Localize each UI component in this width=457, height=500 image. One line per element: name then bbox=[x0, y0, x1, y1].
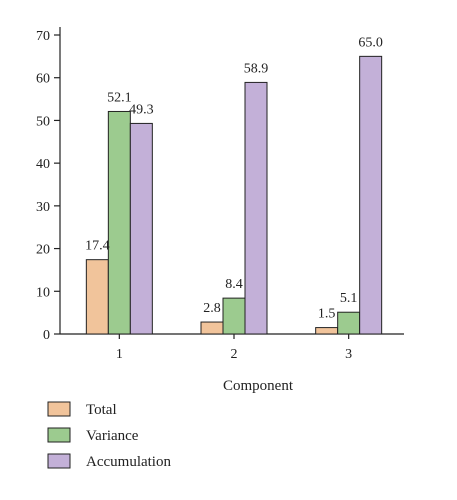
bar-total-2 bbox=[200, 321, 224, 335]
y-axis: 0 10 20 30 40 50 60 70 bbox=[36, 27, 61, 343]
data-label-variance-2: 8.4 bbox=[225, 277, 243, 292]
data-label-accumulation-2: 58.9 bbox=[244, 61, 269, 76]
x-tick-label: 2 bbox=[231, 347, 238, 362]
bar-variance-1 bbox=[107, 110, 131, 335]
bar-accumulation-1 bbox=[129, 122, 153, 335]
x-axis: 1 2 3 bbox=[60, 333, 404, 362]
legend-swatch-variance bbox=[47, 427, 71, 443]
bars bbox=[85, 55, 383, 335]
y-tick-label: 0 bbox=[43, 328, 50, 343]
data-label-total-2: 2.8 bbox=[203, 301, 221, 316]
y-tick-label: 20 bbox=[36, 243, 50, 258]
y-tick-label: 60 bbox=[36, 72, 50, 87]
y-tick-label: 40 bbox=[36, 157, 50, 172]
bar-variance-3 bbox=[337, 311, 361, 335]
bar-total-3 bbox=[315, 327, 339, 335]
data-label-accumulation-3: 65.0 bbox=[358, 35, 383, 50]
bar-variance-2 bbox=[222, 297, 246, 335]
x-axis-title: Component bbox=[223, 378, 294, 394]
bar-accumulation-3 bbox=[359, 55, 383, 335]
data-label-variance-3: 5.1 bbox=[340, 291, 358, 306]
data-label-variance-1: 52.1 bbox=[107, 90, 132, 105]
data-labels: 17.4 2.8 1.5 52.1 8.4 5.1 49.3 58.9 65.0 bbox=[85, 35, 383, 321]
legend: Total Variance Accumulation bbox=[47, 401, 171, 470]
legend-label-accumulation: Accumulation bbox=[86, 454, 171, 470]
y-tick-label: 50 bbox=[36, 114, 50, 129]
legend-label-total: Total bbox=[86, 402, 117, 418]
data-label-total-1: 17.4 bbox=[85, 239, 110, 254]
data-label-total-3: 1.5 bbox=[318, 307, 336, 322]
legend-swatch-total bbox=[47, 401, 71, 417]
bar-total-1 bbox=[85, 259, 109, 335]
x-tick-label: 3 bbox=[345, 347, 352, 362]
legend-label-variance: Variance bbox=[86, 428, 139, 444]
data-label-accumulation-1: 49.3 bbox=[129, 102, 154, 117]
y-tick-label: 10 bbox=[36, 285, 50, 300]
legend-swatch-accumulation bbox=[47, 453, 71, 469]
bar-accumulation-2 bbox=[244, 81, 268, 335]
x-tick-label: 1 bbox=[116, 347, 123, 362]
y-tick-label: 30 bbox=[36, 200, 50, 215]
y-tick-label: 70 bbox=[36, 29, 50, 44]
